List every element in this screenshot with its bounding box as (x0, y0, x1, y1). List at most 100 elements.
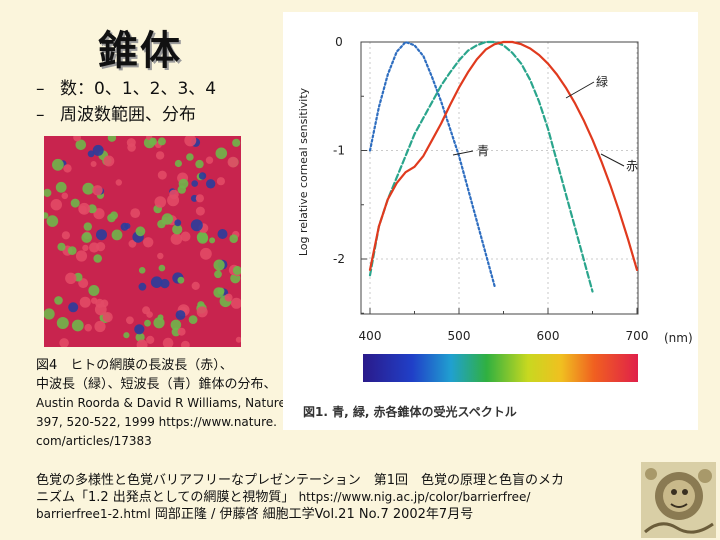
cone-cell (191, 281, 200, 290)
cone-cell (215, 147, 228, 160)
cone-cell (174, 219, 182, 227)
cone-cell (82, 244, 89, 252)
cone-cell (186, 153, 194, 161)
cone-cell (149, 137, 157, 146)
cone-cell (200, 247, 212, 260)
cone-cell (144, 319, 151, 327)
cone-cell (52, 158, 64, 171)
cone-cell (157, 137, 166, 146)
cone-cell (124, 223, 131, 230)
footer-url: barrierfree1-2.html (36, 507, 151, 521)
cone-cell (73, 136, 81, 142)
cone-cell (188, 315, 198, 324)
cone-cell (172, 224, 183, 235)
cone-cell (213, 259, 225, 271)
cone-cell (190, 219, 203, 232)
cone-cell (230, 297, 241, 309)
cone-cell (87, 204, 97, 214)
cone-cell (107, 213, 116, 223)
x-tick-label: 600 (537, 329, 560, 343)
cone-cell (134, 324, 145, 335)
cone-cell (198, 172, 207, 180)
x-axis-unit-label: (nm) (664, 331, 693, 345)
cone-cell (205, 156, 214, 164)
cone-cell (174, 159, 182, 168)
cone-cell (195, 159, 204, 169)
cone-cell (157, 252, 164, 260)
bullet-text: 数：0、1、2、3、4 (60, 79, 217, 99)
cone-cell (83, 222, 92, 231)
x-tick-label: 400 (359, 329, 382, 343)
caption-citation: com/articles/17383 (36, 434, 152, 448)
cone-cell (206, 179, 216, 189)
cone-cell (91, 297, 98, 304)
cone-cell (209, 237, 216, 244)
cone-cell (232, 138, 241, 147)
footer-reference: 色覚の多様性と色覚バリアフリーなプレゼンテーション 第1回 色覚の原理と色盲のメ… (36, 472, 636, 523)
series-line-green (368, 40, 594, 293)
cone-cell (93, 254, 102, 263)
series-line-blue (368, 40, 496, 288)
cone-cell (150, 276, 163, 288)
cone-cell (57, 242, 66, 251)
cone-cell (181, 340, 190, 347)
cone-cell (224, 293, 233, 302)
y-tick-label: 0 (335, 35, 343, 49)
cone-cell (82, 182, 95, 195)
series-label-green: 緑 (596, 74, 608, 89)
bullet-dash: – (36, 105, 45, 125)
cone-cell (92, 144, 104, 156)
cone-cell (157, 170, 167, 180)
cone-cell (75, 250, 88, 262)
cone-cell (216, 177, 225, 186)
series-label-red: 赤 (626, 159, 638, 173)
leader-line-green (565, 81, 595, 99)
spectral-sensitivity-panel: 400 500 600 700 0 -1 -2 Log relative corneal s… (283, 12, 698, 430)
cone-cell (68, 302, 79, 313)
footer-line: barrierfree1-2.html 岡部正隆 / 伊藤啓 細胞工学Vol.2… (36, 506, 636, 523)
cone-cell (70, 198, 80, 208)
chart-figure-caption: 図1. 青, 緑, 赤各錐体の受光スペクトル (303, 404, 517, 419)
cone-cell (158, 264, 166, 272)
y-tick-label: -1 (333, 144, 345, 158)
cone-cell (88, 285, 100, 296)
cone-cell (169, 189, 179, 200)
cone-cell (44, 212, 49, 219)
bullet-text: 周波数範囲、分布 (60, 105, 196, 125)
cone-cell (84, 323, 92, 332)
cone-cell (217, 229, 228, 239)
slide-title: 錐体 (98, 27, 182, 74)
cone-cell (160, 278, 170, 289)
footer-line: ニズム「1.2 出発点としての網膜と視物質」 https://www.nig.a… (36, 489, 636, 506)
decorative-illustration-image (641, 462, 716, 538)
cone-cell (55, 181, 67, 193)
cone-cell (196, 306, 208, 318)
cone-cell (102, 312, 113, 323)
cone-mosaic-image (44, 136, 241, 347)
cone-cell (81, 232, 92, 243)
cone-cell (96, 229, 107, 241)
footer-url: https://www.nig.ac.jp/color/barrierfree/ (298, 490, 531, 504)
cone-cell (61, 231, 70, 240)
cone-cell (59, 338, 69, 347)
cone-cell (227, 156, 239, 168)
cone-cell (232, 265, 241, 275)
cone-cell (136, 339, 148, 347)
cone-cell (63, 164, 72, 173)
caption-line: 図4 ヒトの網膜の長波長（赤）、 (36, 358, 233, 373)
cone-cell (143, 237, 154, 248)
leader-line-red (600, 153, 625, 167)
cone-cell (130, 208, 141, 218)
cone-cell (155, 151, 165, 160)
cone-cell (197, 232, 209, 244)
cone-cell (178, 178, 189, 189)
chart-series (368, 40, 639, 293)
cone-cell (161, 213, 174, 225)
y-axis-label: Log relative corneal sensitivity (297, 87, 310, 256)
cone-cell (79, 296, 91, 308)
cone-cell (103, 155, 115, 167)
spectral-sensitivity-chart: 400 500 600 700 0 -1 -2 Log relative corneal s… (297, 35, 693, 419)
cone-cell (71, 319, 84, 332)
cone-cell (146, 335, 155, 344)
cone-cell (229, 234, 238, 243)
